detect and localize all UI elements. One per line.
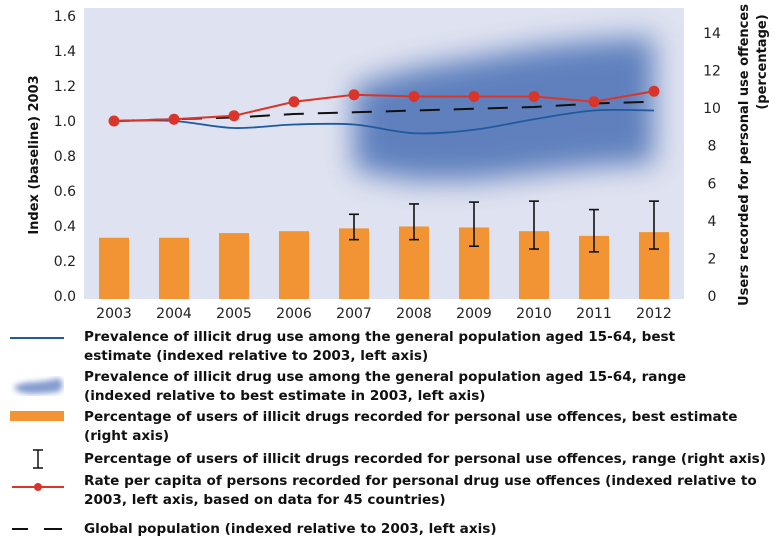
rate-marker-2007 (348, 89, 360, 101)
rate-marker-2010 (528, 91, 540, 102)
x-tick-label: 2004 (156, 306, 192, 322)
error-bar-2007 (349, 213, 359, 241)
y-tick-label: 0.2 (54, 254, 76, 270)
rate-marker-2008 (408, 91, 420, 102)
rate-marker-2006 (288, 96, 300, 108)
orange-bar-icon (10, 411, 64, 421)
y-tick-label: 0.6 (54, 184, 76, 200)
error-bar-2010 (529, 200, 539, 250)
legend-item-users-range: Percentage of users of illicit drugs rec… (0, 449, 776, 472)
solid-blue-line-icon (10, 337, 64, 339)
bar-2005 (219, 233, 249, 299)
legend-item-global-population: Global population (indexed relative to 2… (0, 520, 776, 542)
legend-label: Percentage of users of illicit drugs rec… (84, 451, 766, 467)
rate-marker-2009 (468, 91, 480, 102)
y-tick-label: 0.0 (54, 289, 76, 305)
legend-item-rate-per-capita: Rate per capita of persons recorded for … (0, 472, 776, 512)
y-tick-label: 0.8 (54, 149, 76, 165)
red-line-dot-icon (12, 483, 64, 491)
legend-label: Prevalence of illicit drug use among the… (84, 329, 676, 364)
error-bar-icon (33, 449, 43, 469)
x-tick-label: 2010 (516, 306, 552, 322)
rate-marker-2003 (108, 115, 120, 127)
combo-chart: 0.00.20.40.60.81.01.21.41.6 02468101214 … (27, 4, 770, 322)
x-tick-label: 2005 (216, 306, 252, 322)
x-tick-label: 2003 (96, 306, 132, 322)
y2-axis-title-line2: (percentage) (755, 14, 770, 109)
x-tick-label: 2008 (396, 306, 432, 322)
y2-tick-label: 4 (708, 214, 717, 230)
x-tick-label: 2006 (276, 306, 312, 322)
error-bar-2008 (409, 203, 419, 241)
y-axis-title: Index (baseline) 2003 (27, 75, 42, 234)
x-tick-label: 2009 (456, 306, 492, 322)
prevalence-best-line (113, 108, 655, 135)
error-bar-2011 (589, 208, 599, 253)
rate-per-capita-line (113, 90, 655, 122)
bar-2006 (279, 231, 309, 299)
y-tick-label: 1.2 (54, 79, 76, 95)
blue-blur-range-icon (14, 378, 63, 394)
x-tick-label: 2011 (576, 306, 612, 322)
bar-2004 (159, 237, 189, 299)
legend-label: Percentage of users of illicit drugs rec… (84, 409, 738, 444)
y-tick-label: 1.4 (54, 44, 76, 60)
y2-axis-title-line1: Users recorded for personal use offences (737, 4, 752, 306)
y2-tick-label: 6 (708, 176, 717, 192)
x-tick-label: 2007 (336, 306, 372, 322)
rate-marker-2012 (648, 85, 660, 97)
legend-item-prevalence-best: Prevalence of illicit drug use among the… (0, 328, 776, 368)
x-tick-label: 2012 (636, 306, 672, 322)
y2-tick-label: 0 (708, 289, 717, 305)
rate-marker-2005 (228, 110, 240, 122)
y-tick-label: 1.6 (54, 9, 76, 25)
y2-tick-label: 10 (703, 101, 721, 117)
y-tick-label: 0.4 (54, 219, 76, 235)
rate-marker-2004 (168, 113, 180, 125)
legend-label: Rate per capita of persons recorded for … (84, 473, 757, 508)
y2-tick-label: 2 (708, 251, 717, 267)
y-tick-label: 1.0 (54, 114, 76, 130)
legend-label: Prevalence of illicit drug use among the… (84, 369, 687, 404)
legend-item-prevalence-range: Prevalence of illicit drug use among the… (0, 368, 776, 408)
error-bar-2012 (649, 200, 659, 250)
legend-item-users-best: Percentage of users of illicit drugs rec… (0, 408, 776, 448)
legend-label: Global population (indexed relative to 2… (84, 521, 497, 537)
y2-tick-label: 14 (703, 26, 721, 42)
rate-marker-2011 (588, 96, 600, 108)
y2-tick-label: 8 (708, 139, 717, 155)
global-population-line (113, 100, 655, 122)
dashed-line-icon (12, 528, 62, 530)
bar-2003 (99, 237, 129, 299)
y2-tick-label: 12 (703, 64, 721, 80)
error-bar-2009 (469, 201, 479, 248)
